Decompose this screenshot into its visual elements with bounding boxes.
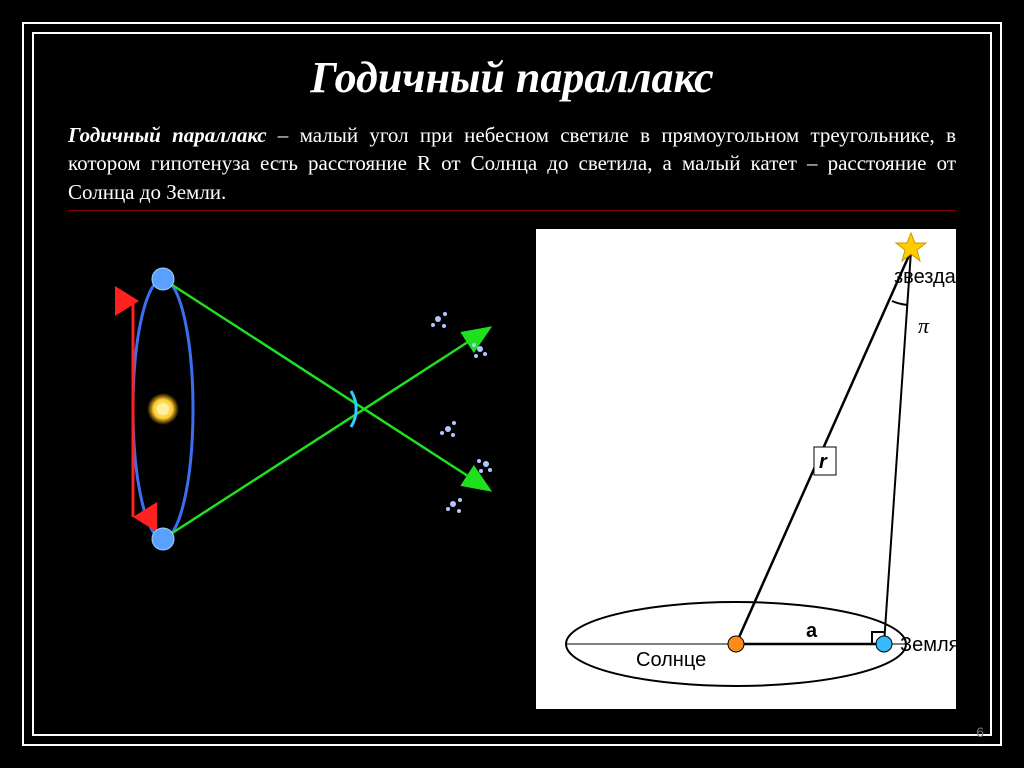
slide-inner-frame: Годичный параллакс Годичный параллакс – …	[32, 32, 992, 736]
earth-star-line	[884, 251, 911, 644]
definition-text: Годичный параллакс – малый угол при небе…	[68, 121, 956, 206]
left-diagram	[68, 229, 498, 589]
pi-arc	[892, 301, 908, 305]
a-label: a	[806, 620, 818, 642]
slide-title: Годичный параллакс	[68, 52, 956, 103]
sightline-bottom	[163, 329, 488, 539]
sun-icon	[157, 403, 169, 415]
earth-label: Земля	[900, 634, 956, 656]
earth-top-icon	[152, 268, 174, 290]
sun-label: Солнце	[636, 649, 706, 671]
star-label: звезда	[894, 266, 956, 288]
right-diagram: Солнце Земля звезда a r π	[536, 229, 956, 709]
sightline-top	[163, 279, 488, 489]
earth-bottom-icon	[152, 528, 174, 550]
right-diagram-svg: Солнце Земля звезда a r π	[536, 229, 956, 709]
earth-dot-icon	[876, 636, 892, 652]
pi-label: π	[918, 313, 930, 338]
sun-dot-icon	[728, 636, 744, 652]
diagram-row: Солнце Земля звезда a r π	[68, 229, 956, 709]
divider	[68, 210, 956, 211]
star-clusters	[431, 312, 492, 513]
slide-outer-frame: Годичный параллакс Годичный параллакс – …	[22, 22, 1002, 746]
parallax-angle-arc	[351, 391, 356, 427]
left-diagram-svg	[68, 229, 498, 589]
page-number: 6	[976, 724, 984, 740]
r-label: r	[819, 451, 828, 473]
definition-term: Годичный параллакс	[68, 123, 267, 147]
